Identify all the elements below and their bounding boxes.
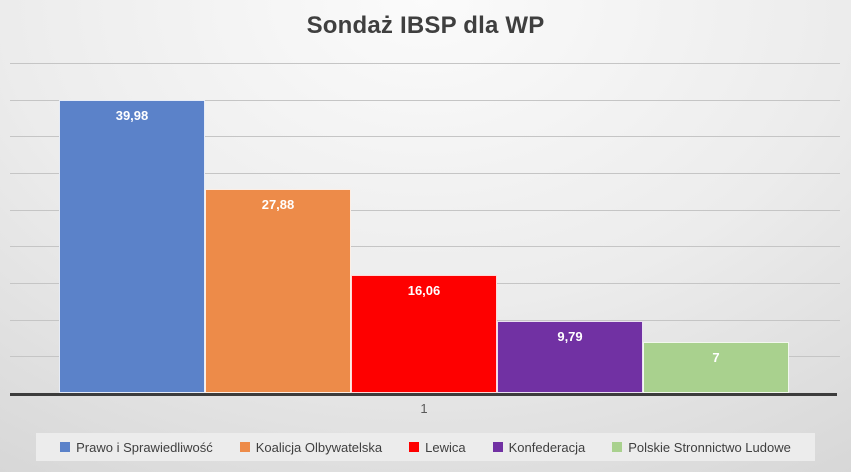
bar-value-label: 27,88 [261,196,295,212]
gridline-45 [10,63,840,64]
gridline-20 [10,246,840,248]
bar-polskie-stronnictwo-ludowe: 7 [643,341,789,393]
chart-title: Sondaż IBSP dla WP [306,12,545,39]
legend-item-lewica: Lewica [409,439,466,455]
gridline-35 [10,136,840,138]
bar-koalicja-olbywatelska: 27,88 [205,188,351,393]
bar-value-label: 9,79 [557,329,583,345]
legend-item-polskie-stronnictwo-ludowe: Polskie Stronnictwo Ludowe [612,440,791,455]
legend-label: Lewica [425,439,466,455]
bar-konfederacja: 9,79 [497,321,643,393]
bar-value-label: 7 [712,349,720,365]
legend-item-koalicja-olbywatelska: Koalicja Olbywatelska [239,439,383,455]
legend-marker-icon [239,442,250,452]
bar-lewica: 16,06 [351,275,497,393]
legend-item-konfederacja: Konfederacja [492,439,586,455]
x-axis-line [10,393,837,396]
gridline-30 [10,173,840,174]
legend-marker-icon [60,442,71,452]
legend-item-prawo-i-sprawiedliwosc: Prawo i Sprawiedliwość [60,440,213,455]
legend-label: Konfederacja [508,439,586,455]
legend-label: Polskie Stronnictwo Ludowe [628,439,791,455]
legend-marker-icon [409,442,420,452]
bar-value-label: 16,06 [407,283,441,299]
legend-label: Prawo i Sprawiedliwość [76,439,213,455]
x-axis-category-label: 1 [420,401,428,416]
legend-marker-icon [612,442,623,452]
legend-marker-icon [492,442,503,452]
legend: Prawo i Sprawiedliwość Koalicja Olbywatel… [36,433,815,461]
legend-label: Koalicja Olbywatelska [255,439,383,455]
gridline-25 [10,209,840,211]
bar-prawo-i-sprawiedliwosc: 39,98 [59,99,205,393]
gridline-40 [10,99,840,101]
bar-value-label: 39,98 [115,107,149,123]
